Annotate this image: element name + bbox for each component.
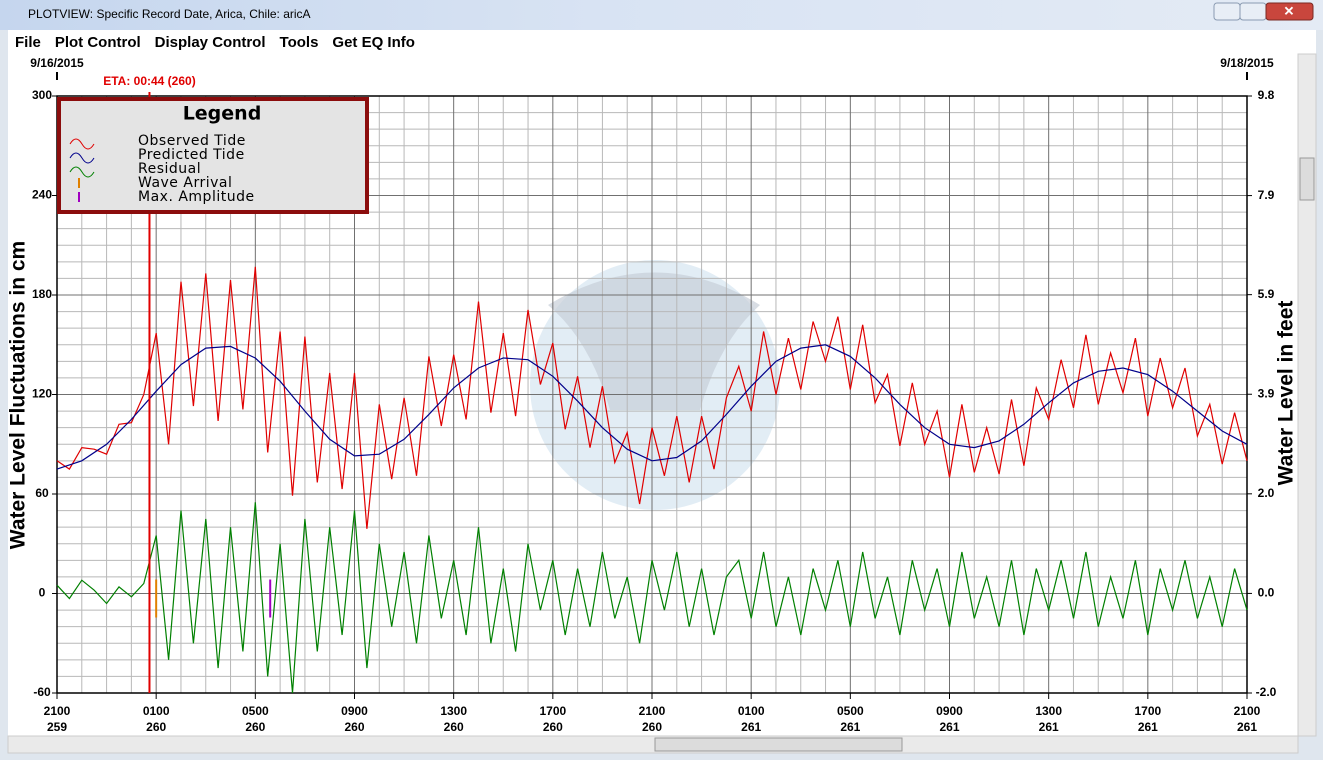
eta-label: ETA: 00:44 (260)	[103, 74, 195, 88]
x-tick-label: 0500 261	[837, 704, 864, 734]
x-tick-label: 1700 261	[1134, 704, 1161, 734]
y-axis-title: Water Level Fluctuations in cm	[7, 241, 30, 549]
y2-axis-title: Water Level in feet	[1275, 301, 1298, 486]
vertical-scroll-thumb[interactable]	[1299, 157, 1315, 201]
y2-tick-label: 9.8	[1258, 88, 1275, 102]
legend-swatch	[69, 152, 95, 164]
x-tick-label: 0900 260	[341, 704, 368, 734]
x-tick-label: 0500 260	[242, 704, 269, 734]
y2-tick-label: -2.0	[1256, 685, 1277, 699]
menu-item[interactable]: Plot Control	[55, 34, 141, 51]
x-tick-label: 0900 261	[936, 704, 963, 734]
menu-item[interactable]: File	[15, 34, 41, 51]
legend-label: Observed Tide	[138, 133, 246, 149]
legend-label: Predicted Tide	[138, 147, 245, 163]
x-tick-label: 0100 260	[143, 704, 170, 734]
x-tick-label: 1300 261	[1035, 704, 1062, 734]
x-tick-label: 2100 260	[639, 704, 666, 734]
date-label: 9/16/2015	[30, 56, 84, 70]
plot: 2100 259 0100 260 0500 260 0900 260 1300 260 1700 2…	[7, 56, 1298, 734]
menu-group: File Plot Control Display Control Tools Get …	[15, 34, 415, 51]
menu-item[interactable]: Get EQ Info	[332, 34, 415, 51]
y-tick-label: 60	[35, 486, 49, 500]
y2-tick-label: 7.9	[1258, 188, 1275, 202]
menu-item[interactable]: Display Control	[155, 34, 266, 51]
legend-label: Residual	[138, 161, 201, 177]
series-line	[56, 502, 1248, 694]
y-tick-label: 240	[32, 188, 52, 202]
x-tick-label: 2100 261	[1234, 704, 1261, 734]
legend-title: Legend	[183, 103, 262, 125]
x-tick-label: 1700 260	[539, 704, 566, 734]
x-tick-label: 1300 260	[440, 704, 467, 734]
window-title: PLOTVIEW: Specific Record Date, Arica, C…	[28, 7, 311, 21]
x-tick-label: 0100 261	[738, 704, 765, 734]
series-line	[56, 344, 1248, 470]
horizontal-scroll-thumb[interactable]	[654, 737, 903, 752]
y-tick-label: 180	[32, 287, 52, 301]
legend-label: Max. Amplitude	[138, 189, 255, 205]
plot-frame	[56, 95, 1248, 694]
title-bar	[0, 0, 1323, 30]
legend-swatch	[69, 138, 95, 150]
vertical-scrollbar[interactable]	[1297, 53, 1317, 737]
maximize-button[interactable]	[1239, 2, 1267, 21]
close-button[interactable]	[1265, 2, 1314, 21]
minimize-button[interactable]	[1213, 2, 1241, 21]
series-line	[56, 266, 1248, 529]
y-tick-label: 120	[32, 387, 52, 401]
date-label: 9/18/2015	[1220, 56, 1274, 70]
close-icon: ✕	[1284, 3, 1295, 18]
horizontal-scrollbar[interactable]	[7, 735, 1299, 754]
watermark-wave	[548, 272, 760, 410]
y-tick-label: 0	[39, 586, 46, 600]
y-tick-label: 300	[32, 88, 52, 102]
menu-item[interactable]: Tools	[280, 34, 319, 51]
y2-tick-label: 5.9	[1258, 287, 1275, 301]
legend-box	[57, 97, 369, 214]
y2-tick-label: 2.0	[1258, 486, 1275, 500]
y2-tick-label: 0.0	[1258, 586, 1275, 600]
x-tick-label: 2100 259	[44, 704, 71, 734]
y-tick-label: -60	[33, 685, 51, 699]
y2-tick-label: 3.9	[1258, 386, 1275, 400]
legend-swatch	[69, 166, 95, 178]
legend-label: Wave Arrival	[138, 175, 232, 191]
menu-bar	[8, 30, 1316, 54]
